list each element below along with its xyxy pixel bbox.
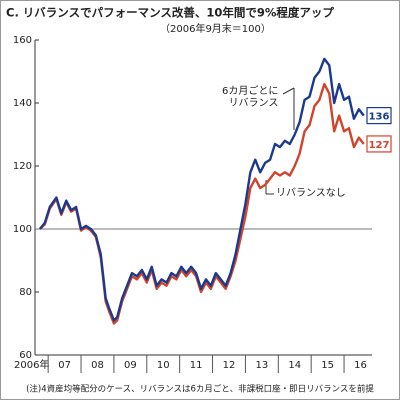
leader	[282, 87, 295, 95]
series-annotation: 6カ月ごとに リバランス	[222, 86, 279, 109]
x-tick-label: 08	[91, 360, 104, 371]
x-tick-label: 07	[58, 360, 71, 371]
end-label-box	[366, 135, 392, 153]
y-tick-label: 140	[13, 98, 32, 109]
x-tick-label: 11	[190, 360, 203, 371]
x-tick-label: 10	[157, 360, 170, 371]
y-tick-label: 80	[19, 287, 32, 298]
x-tick-label: 15	[321, 360, 334, 371]
chart-title: C. リバランスでパフォーマンス改善、10年間で9%程度アップ	[6, 6, 334, 20]
note: (注)4資産均等配分のケース、リバランスは6カ月ごと、非課税口座・即日リバランス…	[26, 384, 374, 395]
chart-subtitle: （2006年9月末＝100）	[160, 22, 271, 35]
x-tick-label: 16	[354, 360, 367, 371]
x-tick-label: 09	[124, 360, 137, 371]
end-label: 136	[369, 112, 390, 123]
y-tick-label: 60	[19, 350, 32, 361]
x-tick-label: 13	[255, 360, 268, 371]
end-label-box	[366, 106, 392, 125]
x-tick-label: 14	[288, 360, 301, 371]
series-line	[38, 57, 365, 322]
x-tick-label: 2006年	[14, 358, 49, 371]
y-tick-label: 120	[13, 161, 32, 172]
series-annotation: リバランスなし	[276, 188, 346, 199]
end-label: 127	[369, 140, 390, 151]
y-tick-label: 100	[13, 224, 32, 235]
y-tick-label: 160	[13, 35, 32, 46]
x-tick-label: 12	[223, 360, 236, 371]
